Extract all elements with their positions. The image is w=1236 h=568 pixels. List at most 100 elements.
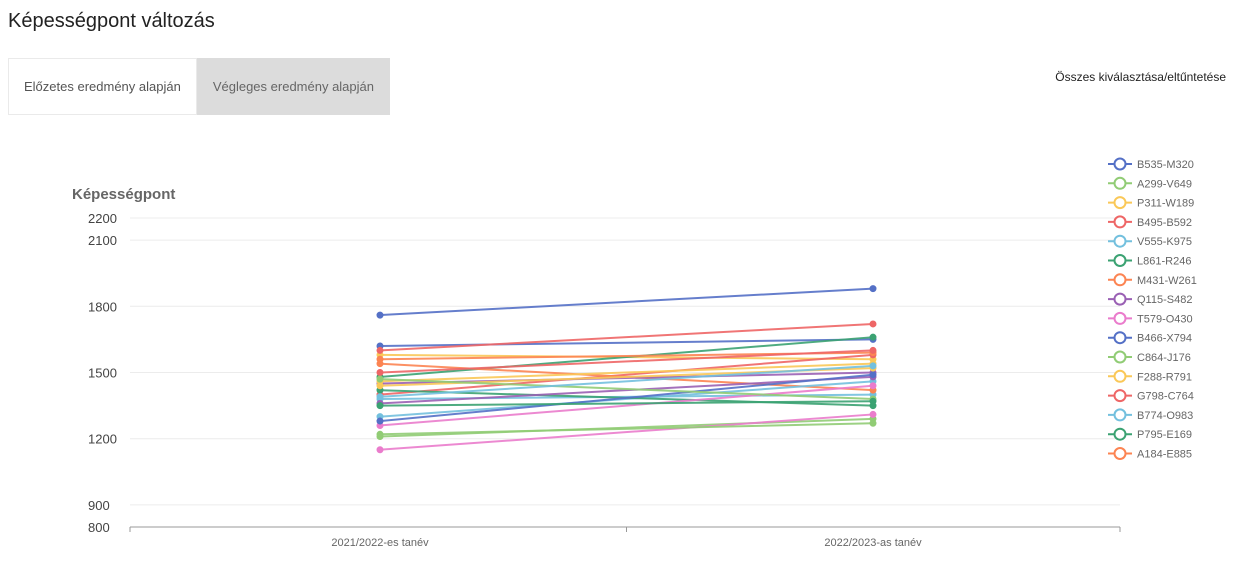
legend-item[interactable]: F288-R791 [1108,369,1192,384]
data-point[interactable] [869,371,877,379]
series-path [379,362,874,383]
data-point[interactable] [869,285,877,293]
y-tick-label: 2100 [88,233,117,248]
legend-label: T579-O430 [1137,313,1193,325]
legend-marker [1113,427,1127,441]
data-point[interactable] [376,430,384,438]
series-path [379,413,874,451]
legend-label: B774-O983 [1137,410,1193,422]
series-line[interactable] [376,419,877,438]
data-point[interactable] [376,355,384,363]
toggle-all-series-button[interactable]: Összes kiválasztása/eltűntetése [1055,70,1226,84]
x-tick-label: 2022/2023-as tanév [824,537,922,549]
data-point[interactable] [869,397,877,405]
series-line[interactable] [376,320,877,354]
legend-label: A184-E885 [1137,449,1192,461]
legend-label: P311-W189 [1137,198,1194,210]
data-point[interactable] [376,369,384,376]
series-line[interactable] [376,285,877,319]
series-path [379,353,874,396]
legend-label: L861-R246 [1137,256,1191,268]
x-tick-label: 2021/2022-es tanév [331,537,429,549]
legend-marker [1113,215,1127,229]
legend-label: G798-C764 [1137,391,1194,403]
series-path [379,384,874,427]
data-point[interactable] [869,362,877,370]
legend-marker [1113,311,1127,325]
y-axis-title: Képességpont [72,186,175,203]
y-tick-label: 1200 [88,432,117,447]
legend-marker [1113,273,1127,287]
legend-item[interactable]: B774-O983 [1108,408,1193,422]
legend-item[interactable]: B495-B592 [1108,215,1192,229]
data-point[interactable] [376,393,384,401]
legend-item[interactable]: A184-E885 [1108,447,1192,461]
data-point[interactable] [869,382,877,390]
legend-item[interactable]: C864-J176 [1108,350,1191,365]
series-line[interactable] [376,346,877,376]
data-point[interactable] [376,311,384,319]
series-line[interactable] [376,362,877,401]
page-title: Képességpont változás [8,10,215,32]
series-path [379,380,874,418]
data-point[interactable] [376,446,384,454]
data-point[interactable] [376,382,384,390]
legend-item[interactable]: A299-V649 [1108,176,1192,191]
legend-item[interactable]: B535-M320 [1108,157,1194,172]
chart-grid [130,217,1120,506]
legend-marker [1113,157,1127,171]
legend-item[interactable]: P311-W189 [1108,196,1194,210]
series-path [379,336,874,378]
y-tick-label: 1500 [88,366,117,381]
legend-marker [1113,254,1127,267]
series-path [379,422,874,436]
y-tick-label: 800 [88,520,110,535]
data-point[interactable] [376,375,384,383]
legend-label: B535-M320 [1137,159,1194,171]
legend-item[interactable]: B466-X794 [1108,331,1192,345]
legend-label: C864-J176 [1137,352,1191,364]
data-point[interactable] [376,346,384,354]
legend-marker [1113,176,1127,190]
series-path [379,338,874,348]
data-point[interactable] [376,417,384,425]
legend-label: F288-R791 [1137,371,1192,383]
legend-item[interactable]: L861-R246 [1108,254,1191,268]
legend-item[interactable]: P795-E169 [1108,427,1192,442]
series-path [379,322,874,352]
legend-item[interactable]: G798-C764 [1108,389,1194,403]
data-point[interactable] [869,346,877,354]
data-point[interactable] [869,320,877,328]
series-path [379,287,874,317]
legend-marker [1113,350,1127,364]
legend-item[interactable]: M431-W261 [1108,273,1197,287]
chart-legend: B535-M320 A299-V649 P311-W189 B495-B592 V555… [1108,157,1197,461]
legend-marker [1113,196,1127,210]
legend-item[interactable]: T579-O430 [1108,311,1193,326]
legend-marker [1113,292,1127,306]
tab-final-result[interactable]: Végleges eredmény alapján [196,58,390,115]
series-path [379,364,874,398]
legend-label: P795-E169 [1137,429,1192,441]
legend-label: Q115-S482 [1137,294,1192,306]
legend-marker [1113,408,1127,422]
legend-item[interactable]: Q115-S482 [1108,292,1192,307]
tab-preliminary-result[interactable]: Előzetes eredmény alapján [8,58,197,115]
legend-item[interactable]: V555-K975 [1108,234,1192,249]
legend-marker [1113,234,1127,248]
series-path [379,373,874,423]
data-point[interactable] [869,419,877,427]
data-point[interactable] [869,333,877,341]
legend-label: A299-V649 [1137,178,1192,190]
data-point[interactable] [869,410,877,418]
series-line[interactable] [376,397,877,410]
y-axis-ticks: 800 900 1200 1500 1800 2100 2200 [88,211,117,535]
legend-label: B466-X794 [1137,333,1192,345]
series-path [379,349,874,374]
series-line[interactable] [376,410,877,454]
data-point[interactable] [376,402,384,410]
chart-series-lines [376,285,877,454]
series-path [379,400,874,407]
series-line[interactable] [376,371,877,425]
